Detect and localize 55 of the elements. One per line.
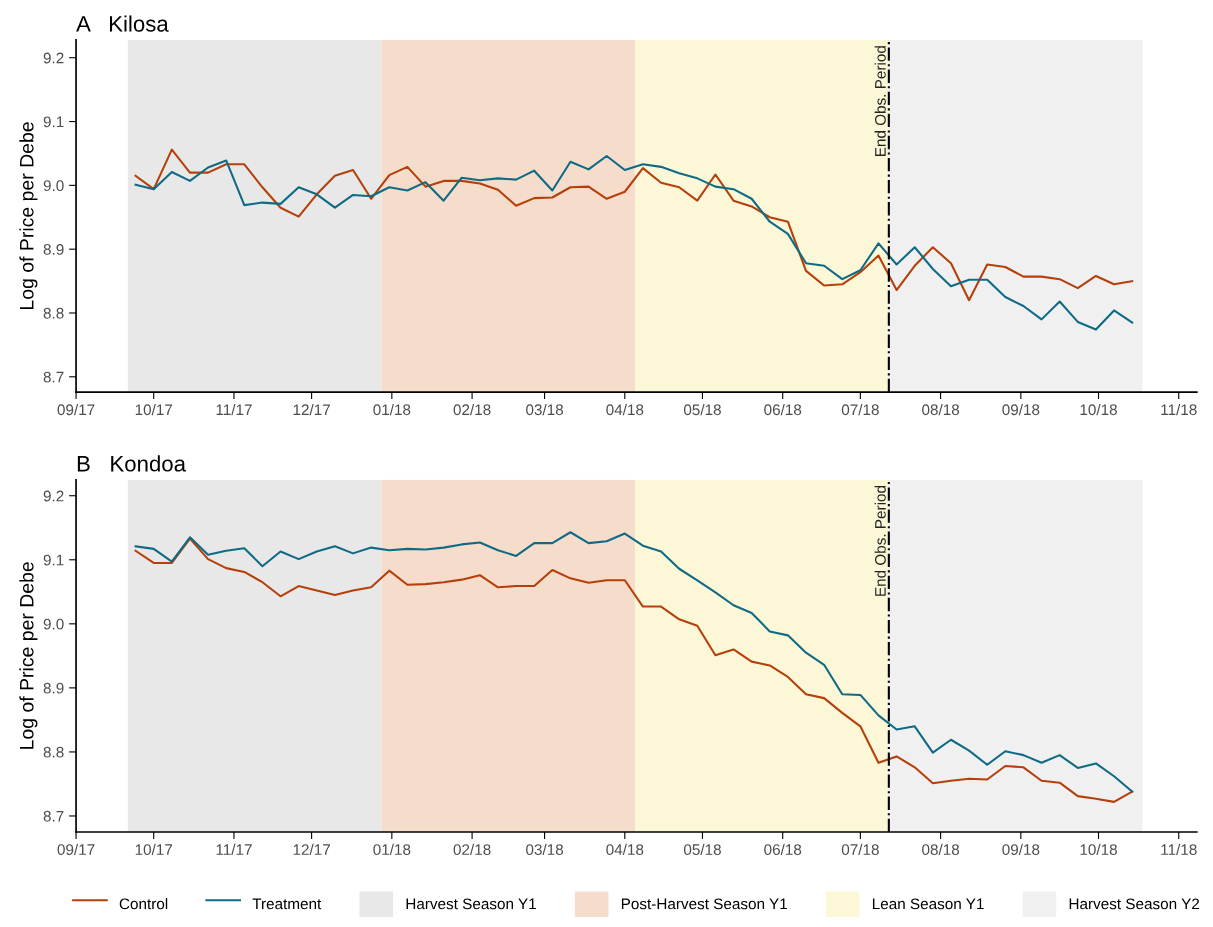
ref-line-label: End Obs. Period [874,46,886,156]
x-tick-label: 12/17 [293,403,330,416]
x-tick-label: 07/18 [841,843,879,856]
x-tick-label: 11/18 [1161,403,1197,416]
x-tick-label: 09/17 [57,403,95,416]
legend-label: Lean Season Y1 [872,898,984,910]
legend-label: Post-Harvest Season Y1 [621,898,787,910]
ref-line-label: End Obs. Period [874,485,886,596]
x-tick-label: 12/17 [293,843,330,856]
x-tick-label: 06/18 [764,843,802,856]
x-tick-label: 02/18 [453,403,491,416]
x-tick-label: 10/18 [1080,843,1117,856]
y-tick-label: 9.1 [43,554,64,566]
x-tick-label: 06/18 [764,403,802,416]
legend-label: Control [119,898,168,910]
y-tick-label: 8.8 [43,307,64,319]
y-tick-label: 8.9 [43,244,64,255]
x-tick-label: 07/18 [841,403,879,416]
x-tick-label: 11/17 [216,843,252,856]
x-tick-label: 04/18 [606,403,644,416]
chart-title: A Kilosa [76,15,169,32]
x-tick-label: 10/18 [1080,403,1117,416]
x-tick-label: 05/18 [683,403,721,416]
x-tick-label: 04/18 [606,843,644,856]
y-tick-label: 8.9 [43,682,64,694]
y-tick-label: 9.2 [43,52,64,64]
legend-label: Treatment [252,898,322,910]
legend-label: Harvest Season Y1 [406,898,536,910]
x-tick-label: 10/17 [135,843,173,856]
y-tick-label: 8.7 [43,371,64,383]
x-tick-label: 02/18 [453,843,491,856]
x-tick-label: 01/18 [373,403,411,416]
y-tick-label: 8.8 [43,746,64,758]
x-tick-label: 05/18 [683,843,721,856]
x-tick-label: 01/18 [373,843,411,856]
line-series [134,154,1134,331]
x-tick-label: 09/17 [57,843,95,856]
x-tick-label: 09/18 [1002,843,1040,856]
x-tick-label: 10/17 [135,403,173,416]
x-tick-label: 03/18 [526,403,564,416]
x-tick-label: 03/18 [526,843,564,856]
y-tick-label: 9.0 [43,180,64,192]
y-tick-label: 9.0 [43,618,64,630]
x-tick-label: 11/17 [216,403,252,416]
x-tick-label: 11/18 [1161,843,1197,856]
y-axis-title: Log of Price per Debe [19,122,38,309]
y-axis-title: Log of Price per Debe [19,562,38,749]
y-tick-label: 9.1 [43,116,64,128]
y-tick-label: 9.2 [43,490,64,502]
chart-title: B Kondoa [77,455,187,472]
x-tick-label: 09/18 [1002,403,1040,416]
y-tick-label: 8.7 [43,810,64,822]
legend-label: Harvest Season Y2 [1069,898,1200,910]
x-tick-label: 08/18 [922,843,960,856]
x-tick-label: 08/18 [922,403,960,416]
